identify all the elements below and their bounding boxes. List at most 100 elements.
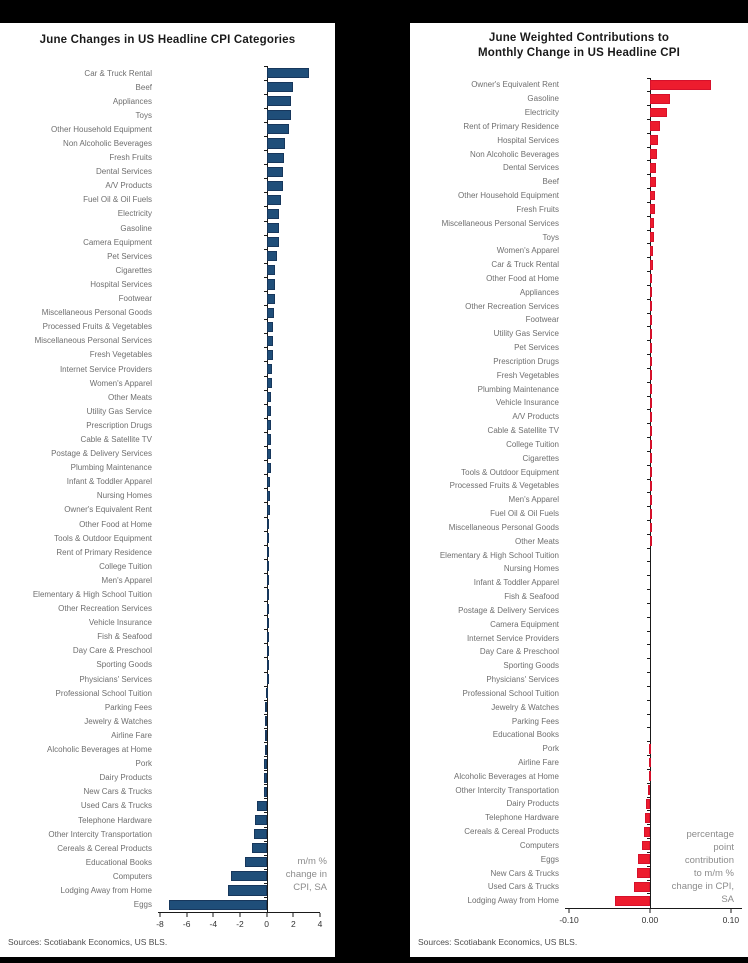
bar-track bbox=[158, 418, 320, 433]
category-label: Alcoholic Beverages at Home bbox=[454, 771, 559, 781]
bar bbox=[649, 356, 652, 367]
chart-row: Non Alcoholic Beverages bbox=[0, 136, 320, 151]
chart-row: Electricity bbox=[0, 206, 320, 222]
chart-row: Non Alcoholic Beverages bbox=[410, 147, 742, 161]
bar bbox=[230, 871, 267, 882]
chart-row: Used Cars & Trucks bbox=[410, 880, 742, 894]
bar-track bbox=[565, 160, 742, 175]
category-label: Dairy Products bbox=[99, 773, 152, 783]
bar-track bbox=[158, 263, 320, 278]
category-label: Beef bbox=[135, 82, 152, 92]
chart-row: Alcoholic Beverages at Home bbox=[410, 769, 742, 784]
chart-row: Other Household Equipment bbox=[0, 122, 320, 137]
axis-tick bbox=[568, 909, 570, 913]
chart-row: Infant & Toddler Apparel bbox=[410, 575, 742, 590]
bar-track bbox=[565, 147, 742, 161]
bar-track bbox=[158, 136, 320, 151]
chart-row: Miscellaneous Personal Services bbox=[410, 216, 742, 230]
chart-row: Fuel Oil & Oil Fuels bbox=[0, 192, 320, 208]
chart-row: Computers bbox=[0, 869, 320, 884]
chart-row: Fish & Seafood bbox=[0, 629, 320, 644]
category-label: Other Intercity Transportation bbox=[48, 829, 152, 839]
bar bbox=[649, 743, 652, 754]
axis-tick bbox=[266, 913, 268, 917]
chart-row: Cigarettes bbox=[0, 263, 320, 278]
bar-track bbox=[158, 390, 320, 405]
chart-row: Telephone Hardware bbox=[410, 810, 742, 825]
bar bbox=[266, 533, 270, 544]
axis-tick-label: 0 bbox=[264, 919, 270, 929]
chart-row: Toys bbox=[0, 108, 320, 123]
bar bbox=[266, 406, 272, 417]
category-label: Rent of Primary Residence bbox=[463, 121, 559, 131]
bar-track bbox=[158, 559, 320, 574]
bar bbox=[266, 561, 269, 572]
chart-row: Plumbing Maintenance bbox=[410, 382, 742, 396]
category-label: Toys bbox=[135, 110, 152, 120]
bar-track bbox=[565, 589, 742, 604]
bar bbox=[265, 716, 268, 727]
chart-row: Miscellaneous Personal Goods bbox=[410, 520, 742, 535]
chart-row: Used Cars & Trucks bbox=[0, 798, 320, 814]
bar-track bbox=[158, 460, 320, 475]
bar bbox=[264, 758, 267, 769]
bar bbox=[266, 349, 273, 360]
category-label: Elementary & High School Tuition bbox=[439, 550, 559, 560]
category-label: Other Household Equipment bbox=[51, 124, 152, 134]
bar-track bbox=[158, 517, 320, 532]
chart-row: Beef bbox=[410, 174, 742, 189]
bar-track bbox=[565, 396, 742, 410]
chart-row: A/V Products bbox=[410, 409, 742, 424]
bar bbox=[649, 287, 653, 298]
category-label: Dental Services bbox=[95, 167, 152, 177]
category-label: Airline Fare bbox=[518, 757, 559, 767]
bar-track bbox=[158, 108, 320, 123]
bar-track bbox=[158, 615, 320, 630]
category-label: Plumbing Maintenance bbox=[70, 463, 152, 473]
chart-row: Other Household Equipment bbox=[410, 188, 742, 203]
bar-track bbox=[158, 827, 320, 842]
bar bbox=[649, 453, 652, 464]
bar bbox=[266, 575, 269, 586]
bar-track bbox=[565, 852, 742, 867]
bar-track bbox=[565, 797, 742, 811]
chart-row: Car & Truck Rental bbox=[410, 257, 742, 272]
chart-row: Tools & Outdoor Equipment bbox=[0, 531, 320, 546]
bar bbox=[266, 589, 269, 600]
bar-track bbox=[158, 714, 320, 729]
chart-row: Internet Service Providers bbox=[410, 631, 742, 645]
chart-row: A/V Products bbox=[0, 178, 320, 193]
bar bbox=[649, 425, 652, 436]
chart-row: Appliances bbox=[410, 285, 742, 300]
chart-row: Gasoline bbox=[410, 91, 742, 106]
chart-row: Pet Services bbox=[410, 340, 742, 355]
bar-track bbox=[565, 783, 742, 797]
chart-row: Electricity bbox=[410, 105, 742, 120]
bar-track bbox=[565, 105, 742, 120]
bar bbox=[649, 232, 654, 242]
chart-row: Tools & Outdoor Equipment bbox=[410, 465, 742, 479]
bar-track bbox=[158, 446, 320, 461]
bar-track bbox=[565, 313, 742, 327]
category-label: Car & Truck Rental bbox=[491, 260, 559, 270]
category-label: Pet Services bbox=[514, 343, 559, 353]
bar bbox=[266, 448, 271, 459]
bar bbox=[266, 420, 271, 431]
bar-track bbox=[158, 277, 320, 292]
bar bbox=[649, 107, 667, 118]
bar-track bbox=[158, 221, 320, 236]
bar bbox=[266, 166, 284, 177]
bar-track bbox=[565, 810, 742, 825]
chart-row: Pet Services bbox=[0, 249, 320, 264]
category-label: Miscellaneous Personal Services bbox=[34, 336, 152, 346]
category-label: Internet Service Providers bbox=[466, 633, 559, 643]
chart-row: Physicians' Services bbox=[410, 672, 742, 687]
bar bbox=[649, 411, 652, 422]
bar bbox=[264, 786, 267, 797]
left-chart-plot: Car & Truck Rental Beef Appliances Toys Othe… bbox=[0, 66, 320, 912]
bar bbox=[649, 121, 661, 132]
bar bbox=[266, 251, 278, 262]
bar-track bbox=[565, 644, 742, 659]
bar-track bbox=[158, 291, 320, 306]
